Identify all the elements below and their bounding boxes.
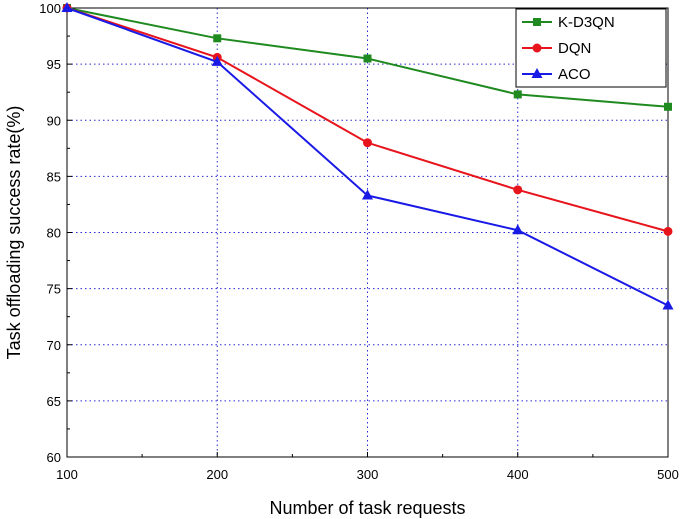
legend-item: K-D3QN (522, 14, 615, 31)
y-axis-title: Task offloading success rate(%) (4, 106, 24, 360)
y-tick-label: 70 (47, 338, 61, 353)
data-point (664, 102, 672, 111)
y-tick-label: 95 (47, 57, 61, 72)
y-tick-label: 75 (47, 282, 61, 297)
data-point (513, 90, 522, 99)
data-point (363, 54, 372, 63)
data-point (512, 224, 524, 235)
axis-ticks (66, 7, 669, 458)
data-point (513, 185, 523, 195)
x-tick-label: 300 (357, 467, 379, 482)
tick-labels: 100 200 300 400 500 60 65 70 75 80 85 90 95 100 (39, 1, 679, 482)
legend-marker (531, 68, 543, 78)
data-point (213, 34, 222, 43)
y-tick-label: 100 (39, 1, 61, 16)
data-point (61, 2, 73, 12)
y-tick-label: 90 (47, 113, 61, 128)
legend-marker (533, 18, 541, 26)
data-point (662, 299, 674, 310)
y-tick-label: 65 (47, 394, 61, 409)
legend-label: K-D3QN (558, 14, 615, 31)
y-tick-label: 60 (47, 450, 61, 465)
x-tick-label: 500 (657, 467, 679, 482)
legend-label: DQN (558, 40, 591, 57)
data-point (362, 189, 373, 200)
x-axis-title: Number of task requests (269, 498, 465, 518)
data-point (211, 55, 223, 66)
data-point (363, 138, 372, 148)
legend-item: ACO (522, 66, 591, 83)
legend-label: ACO (558, 66, 591, 83)
y-tick-label: 85 (47, 169, 61, 184)
x-tick-label: 100 (56, 467, 78, 482)
x-tick-label: 200 (206, 467, 228, 482)
legend-marker (532, 43, 542, 53)
legend-item: DQN (522, 40, 591, 57)
y-tick-label: 80 (47, 226, 61, 241)
legend: K-D3QN DQN ACO (515, 8, 667, 88)
data-point (663, 226, 673, 236)
x-tick-label: 400 (507, 467, 529, 482)
series-aco (61, 2, 674, 310)
series-layer (61, 2, 674, 310)
